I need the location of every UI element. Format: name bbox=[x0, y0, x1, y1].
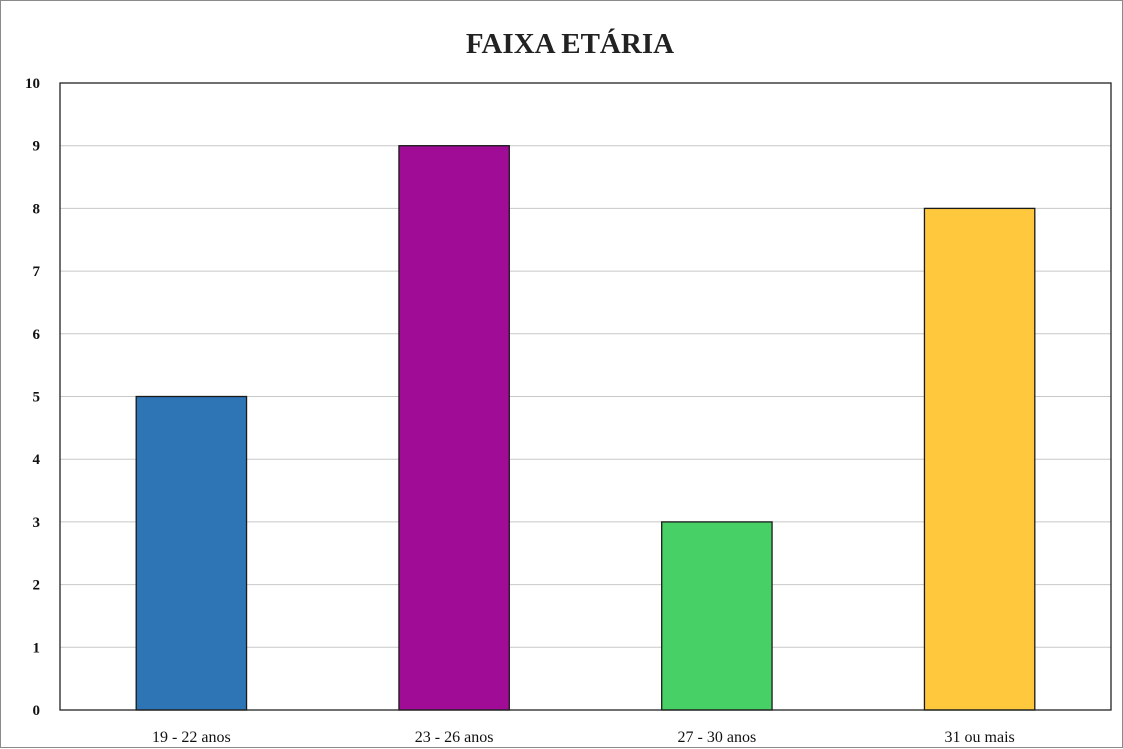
y-tick-label: 0 bbox=[33, 703, 41, 719]
y-tick-label: 1 bbox=[33, 640, 41, 656]
y-tick-label: 10 bbox=[25, 76, 40, 92]
chart-title: FAIXA ETÁRIA bbox=[466, 27, 674, 60]
y-tick-label: 3 bbox=[33, 515, 41, 531]
x-tick-label: 27 - 30 anos bbox=[678, 729, 757, 746]
y-tick-label: 9 bbox=[33, 139, 41, 155]
y-tick-label: 7 bbox=[33, 264, 41, 280]
y-tick-label: 6 bbox=[33, 327, 41, 343]
y-axis-ticks: 0 1 2 3 4 5 6 7 8 9 10 bbox=[25, 76, 41, 719]
bar bbox=[135, 395, 248, 711]
x-tick-label: 31 ou mais bbox=[945, 729, 1015, 746]
y-tick-label: 4 bbox=[33, 452, 41, 468]
y-tick-label: 5 bbox=[33, 390, 41, 406]
y-tick-label: 8 bbox=[33, 201, 41, 217]
x-axis-ticks: 19 - 22 anos 23 - 26 anos 27 - 30 anos 31 o… bbox=[152, 729, 1015, 746]
plot-area-border bbox=[59, 82, 1112, 711]
x-tick-label: 23 - 26 anos bbox=[415, 729, 494, 746]
bar bbox=[398, 145, 510, 711]
bar bbox=[923, 207, 1036, 711]
bars bbox=[135, 145, 1036, 711]
bar bbox=[661, 521, 773, 711]
y-tick-label: 2 bbox=[33, 578, 41, 594]
x-tick-label: 19 - 22 anos bbox=[152, 729, 231, 746]
